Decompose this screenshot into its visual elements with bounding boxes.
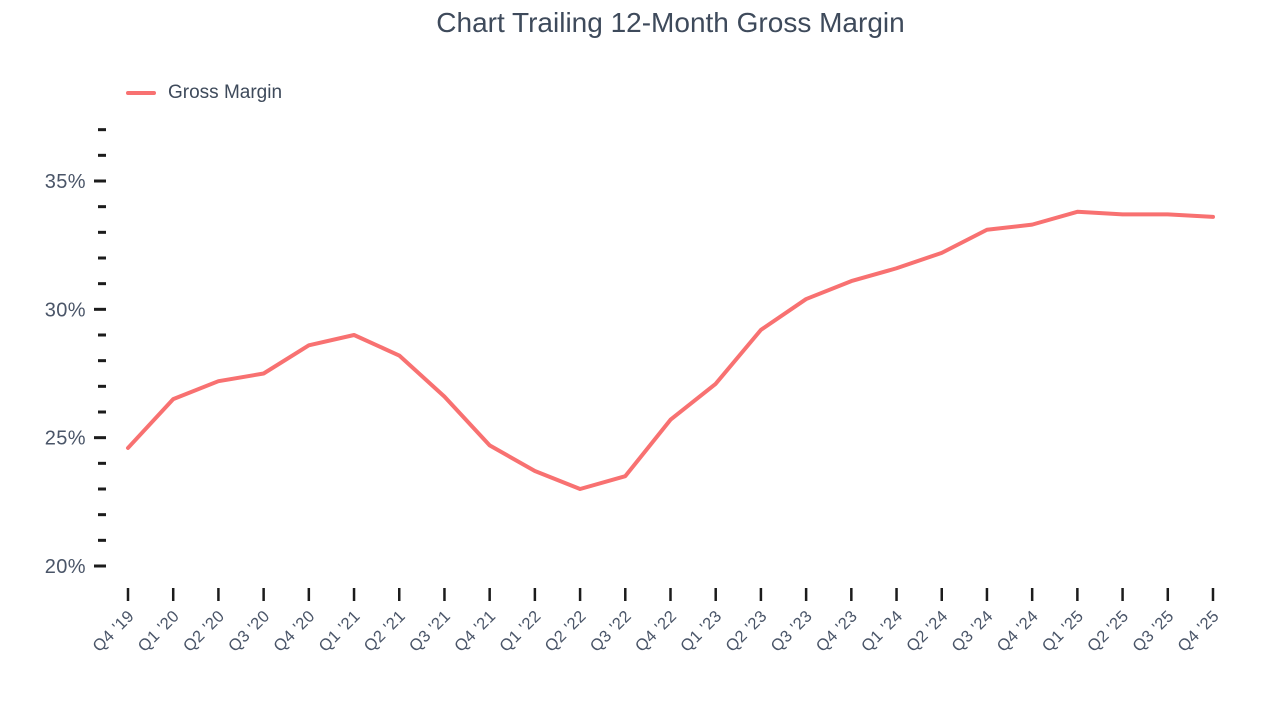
legend-line-swatch xyxy=(126,90,156,96)
y-tick-label: 25% xyxy=(45,428,86,450)
x-tick-label: Q2 '24 xyxy=(903,607,951,655)
x-tick-label: Q1 '24 xyxy=(858,607,906,655)
x-tick-label: Q4 '22 xyxy=(632,607,680,655)
x-tick-label: Q1 '20 xyxy=(135,607,183,655)
x-tick-label: Q2 '22 xyxy=(541,607,589,655)
x-tick-label: Q4 '21 xyxy=(451,607,499,655)
y-tick-label: 35% xyxy=(45,171,86,193)
x-tick-label: Q1 '21 xyxy=(315,607,363,655)
chart-title: Chart Trailing 12-Month Gross Margin xyxy=(436,7,905,38)
legend-item-gross-margin[interactable]: Gross Margin xyxy=(126,82,282,104)
y-tick-label: 20% xyxy=(45,556,86,578)
x-tick-label: Q2 '21 xyxy=(361,607,409,655)
x-tick-label: Q3 '24 xyxy=(948,607,996,655)
x-tick-label: Q1 '22 xyxy=(496,607,544,655)
x-tick-label: Q3 '25 xyxy=(1129,607,1177,655)
x-tick-label: Q2 '20 xyxy=(180,607,228,655)
y-tick-label: 30% xyxy=(45,299,86,321)
x-tick-label: Q4 '20 xyxy=(270,607,318,655)
x-tick-label: Q4 '25 xyxy=(1174,607,1222,655)
x-tick-label: Q3 '21 xyxy=(406,607,454,655)
x-tick-label: Q3 '22 xyxy=(587,607,635,655)
x-tick-label: Q2 '23 xyxy=(722,607,770,655)
legend-label: Gross Margin xyxy=(168,82,283,103)
x-tick-label: Q4 '24 xyxy=(994,607,1042,655)
x-tick-label: Q1 '25 xyxy=(1039,607,1087,655)
x-tick-label: Q2 '25 xyxy=(1084,607,1132,655)
legend: Gross Margin xyxy=(126,82,282,104)
gross-margin-line xyxy=(126,209,1215,491)
x-tick-label: Q4 '23 xyxy=(813,607,861,655)
x-tick-label: Q1 '23 xyxy=(677,607,725,655)
x-tick-label: Q3 '20 xyxy=(225,607,273,655)
x-tick-label: Q4 '19 xyxy=(89,607,137,655)
x-tick-label: Q3 '23 xyxy=(768,607,816,655)
